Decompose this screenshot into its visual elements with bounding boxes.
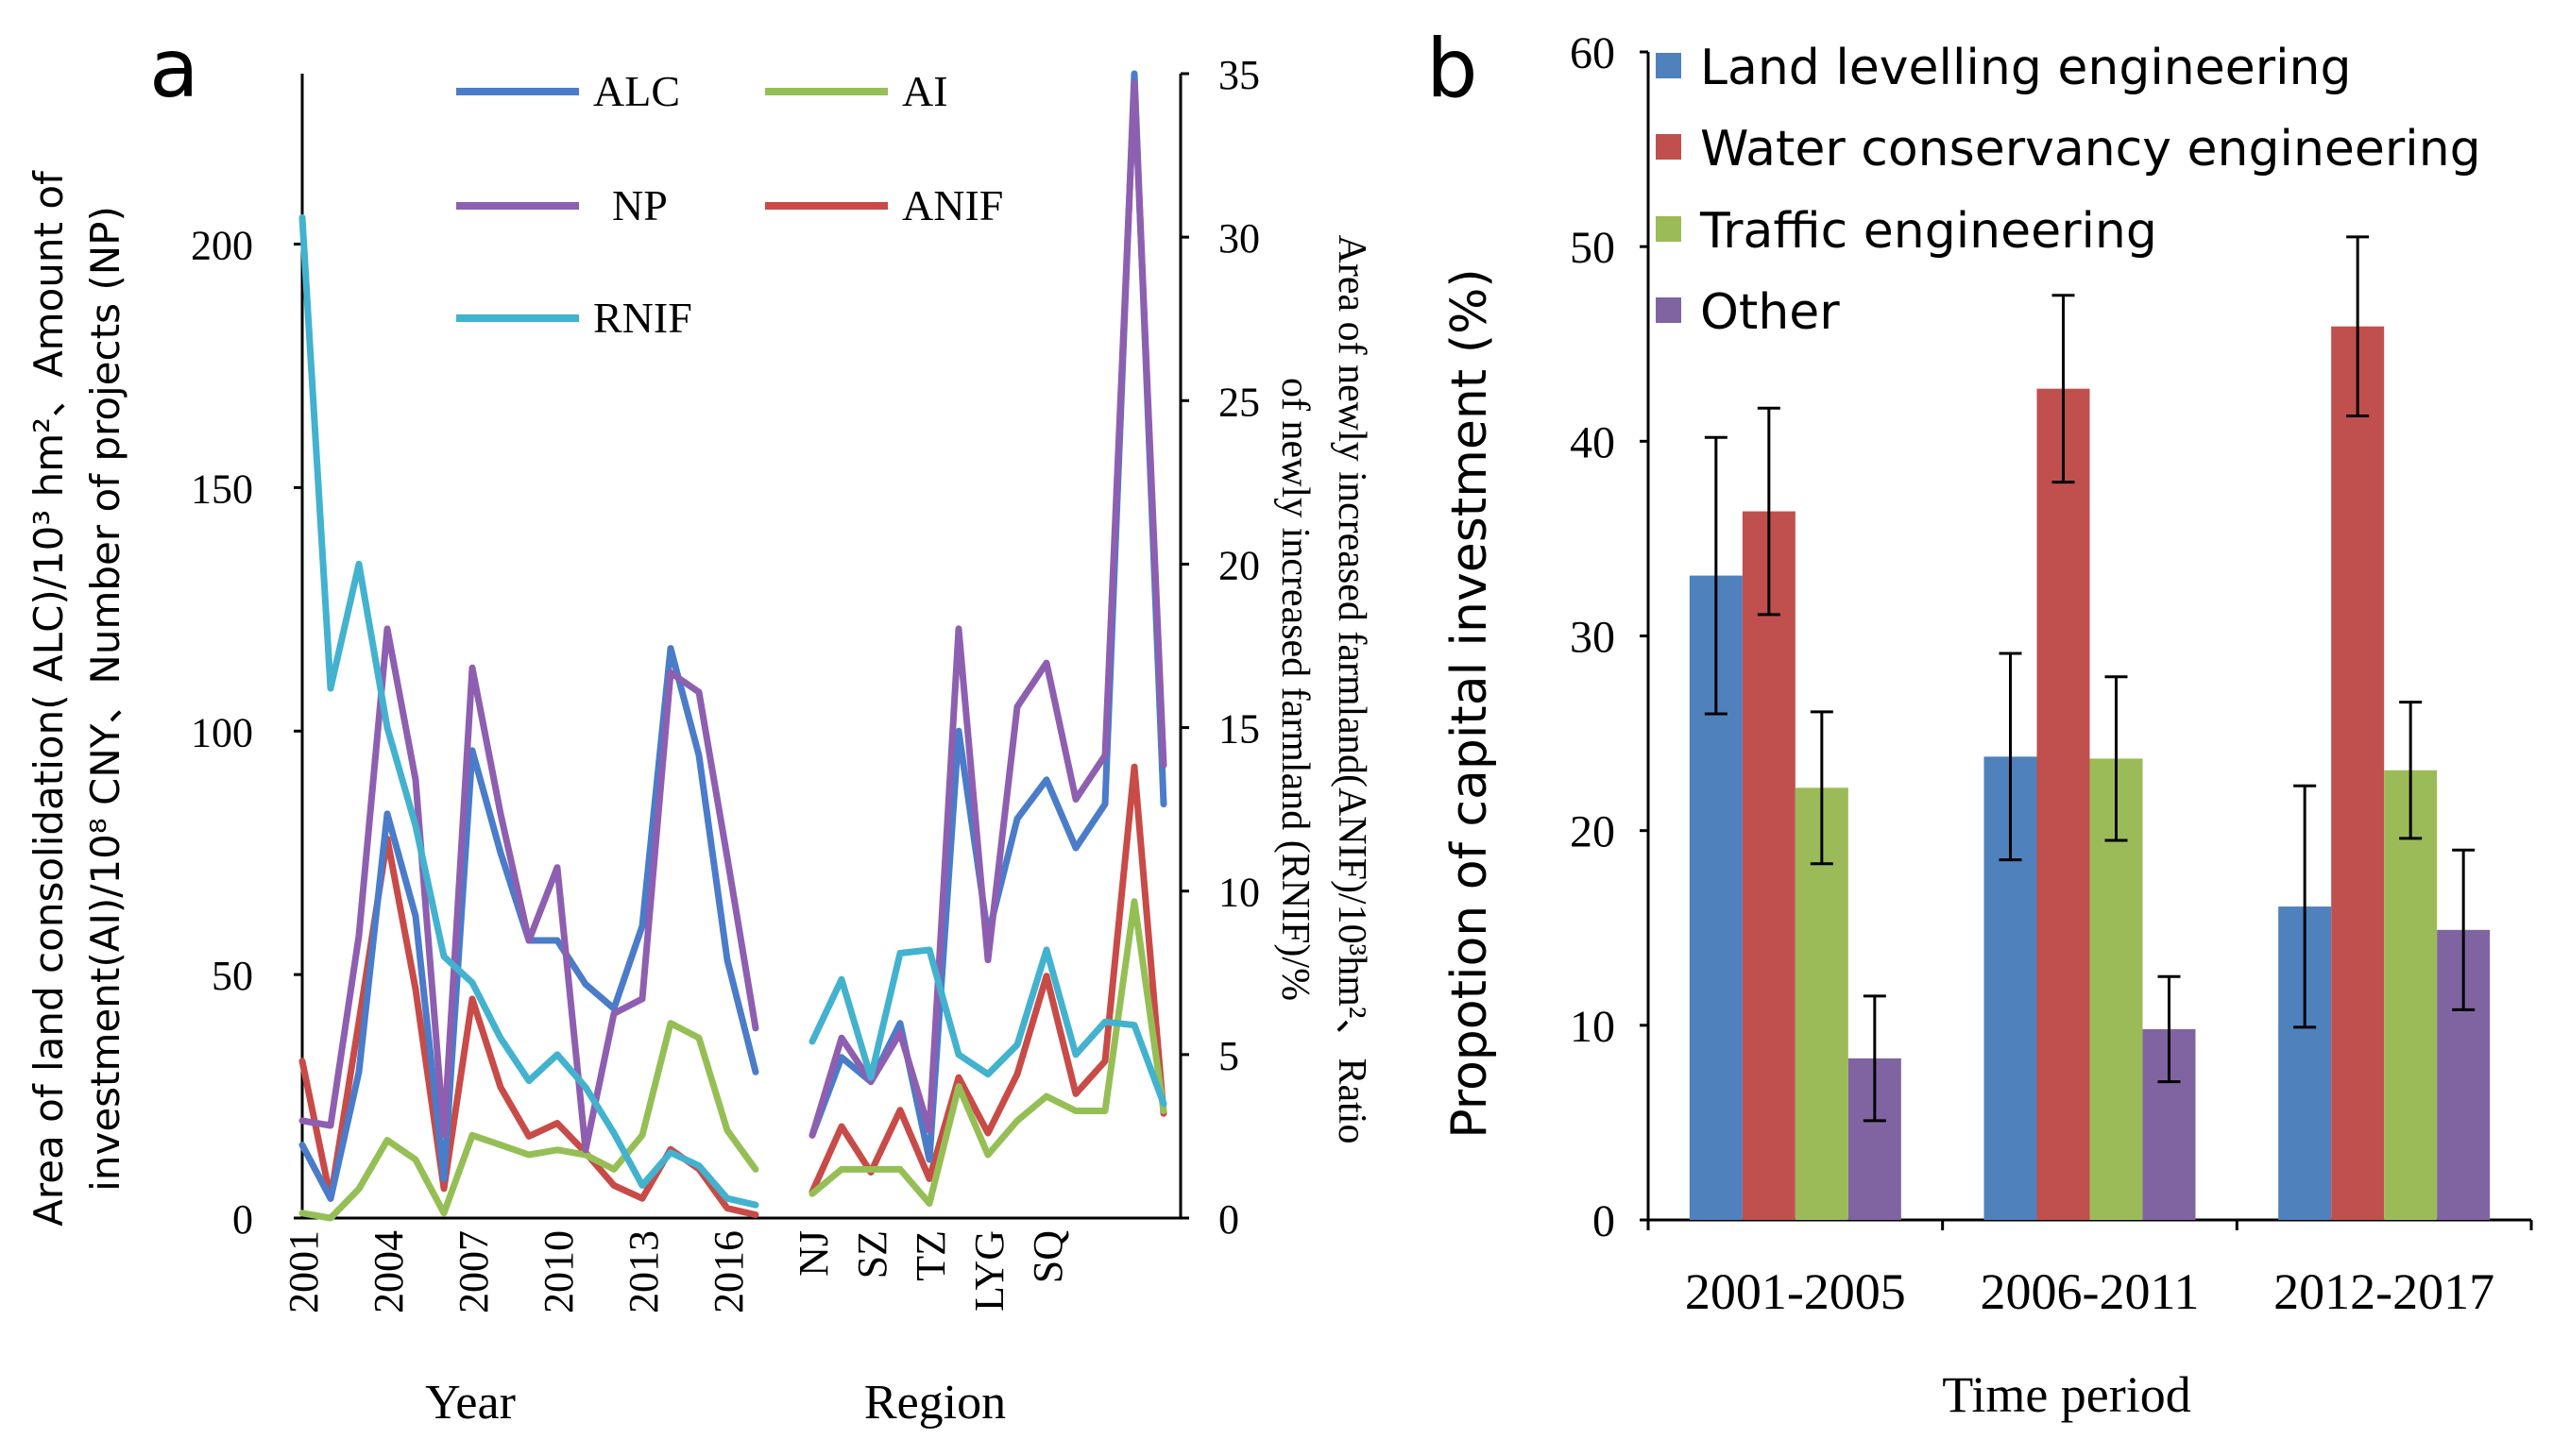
right-tick-label-5: 5 [1218,1033,1239,1079]
b-x-tick-label-2001-2005: 2001-2005 [1685,1263,1906,1320]
b-y-tick-label-60: 60 [1570,28,1615,78]
b-y-tick-label-20: 20 [1570,807,1615,857]
panel-b-x-ticks: 2001-2005 2006-2011 2012-2017 [1646,1220,2533,1320]
panel-a-right-axis-title-line2: of newly increased farmland (RNIF)/% [1273,378,1317,1001]
series-ai-regions-line [808,898,1167,1207]
b-y-tick-label-0: 0 [1592,1196,1615,1246]
panel-b-x-axis-title: Time period [1942,1366,2191,1423]
series-ai-years-line [298,1020,759,1222]
left-tick-label-200: 200 [191,223,253,269]
panel-a-left-axis-title-line1: Area of land consolidation( ALC)/10³ hm²… [26,170,72,1227]
panel-b-label: b [1426,22,1478,116]
panel-b: b Propotion of capital investment (%) 0 1… [1426,22,2533,1423]
panel-b-bars [1689,235,2491,1220]
panel-a-left-ticks: 0 50 100 150 200 [191,223,302,1243]
legend-label-water: Water conservancy engineering [1700,121,2481,178]
panel-a-label: a [149,22,199,116]
year-tick-label-2016: 2016 [706,1230,752,1313]
region-tick-label-lyg: LYG [966,1230,1013,1312]
bar-traffic-2012-2017 [2384,770,2438,1220]
region-tick-label-sz: SZ [849,1230,895,1278]
right-tick-label-10: 10 [1218,870,1260,916]
panel-a-series-lines [298,70,1167,1222]
series-anif-regions-line [808,763,1167,1195]
legend-swatch-traffic [1656,216,1681,242]
b-y-tick-label-40: 40 [1570,417,1615,467]
panel-a: a Area of land consolidation( ALC)/10³ h… [26,22,1373,1430]
legend-label-land: Land levelling engineering [1700,40,2352,96]
b-y-tick-label-30: 30 [1570,613,1615,663]
panel-a-right-ticks: 0 5 10 15 20 25 30 35 [1181,52,1260,1243]
series-np-regions-line [808,79,1167,1139]
series-alc-years-line [298,645,759,1202]
left-tick-label-100: 100 [191,709,253,755]
b-x-tick-label-2012-2017: 2012-2017 [2273,1263,2494,1320]
bar-water-2001-2005 [1742,511,1796,1220]
series-np-years-line [298,625,759,1154]
panel-a-legend: ALC AI NP ANIF RNIF [456,67,1003,342]
right-tick-label-20: 20 [1218,542,1260,588]
b-x-tick-label-2006-2011: 2006-2011 [1981,1263,2200,1320]
year-tick-label-2007: 2007 [451,1230,497,1313]
region-tick-label-sq: SQ [1025,1230,1071,1283]
year-tick-label-2001: 2001 [281,1230,327,1313]
legend-swatch-land [1656,53,1681,78]
panel-b-y-axis-title: Propotion of capital investment (%) [1441,268,1498,1138]
panel-b-y-ticks: 0 10 20 30 40 50 60 [1570,28,1648,1246]
legend-label-np: NP [612,181,668,229]
panel-a-right-axis-title-line1: Area of newly increased farmland(ANIF)/1… [1330,235,1373,1144]
region-tick-label-nj: NJ [791,1230,837,1277]
series-rnif-regions-line [808,946,1167,1108]
legend-label-ai: AI [902,67,948,115]
legend-label-alc: ALC [593,67,680,115]
region-tick-label-tz: TZ [908,1230,954,1281]
panel-a-region-axis-title: Region [864,1376,1006,1430]
bar-water-2006-2011 [2036,388,2090,1220]
bar-water-2012-2017 [2331,326,2385,1220]
legend-label-traffic: Traffic engineering [1699,203,2157,260]
year-tick-label-2004: 2004 [366,1230,412,1313]
b-y-tick-label-10: 10 [1570,1002,1615,1052]
right-tick-label-0: 0 [1218,1196,1239,1243]
legend-label-anif: ANIF [902,181,1003,229]
right-tick-label-15: 15 [1218,706,1260,753]
panel-a-year-axis-title: Year [425,1376,516,1430]
series-rnif-years-line [298,213,759,1209]
right-tick-label-25: 25 [1218,379,1260,425]
legend-swatch-other [1656,297,1681,323]
left-tick-label-0: 0 [232,1196,253,1243]
panel-a-left-axis-title-line2: investment(AI)/10⁸ CNY、Number of project… [82,206,128,1192]
left-tick-label-50: 50 [212,953,253,999]
right-tick-label-35: 35 [1218,52,1260,98]
year-tick-label-2010: 2010 [536,1230,582,1313]
legend-label-rnif: RNIF [593,294,692,342]
panel-b-legend: Land levelling engineering Water conserv… [1656,40,2481,341]
year-tick-label-2013: 2013 [621,1230,667,1313]
left-tick-label-150: 150 [191,466,253,512]
panel-a-x-ticks: 2001 2004 2007 2010 2013 2016 NJ SZ TZ LYG SQ [281,1230,1071,1313]
legend-swatch-water [1656,134,1681,160]
right-tick-label-30: 30 [1218,215,1260,262]
b-y-tick-label-50: 50 [1570,223,1615,273]
legend-label-other: Other [1700,284,1840,341]
